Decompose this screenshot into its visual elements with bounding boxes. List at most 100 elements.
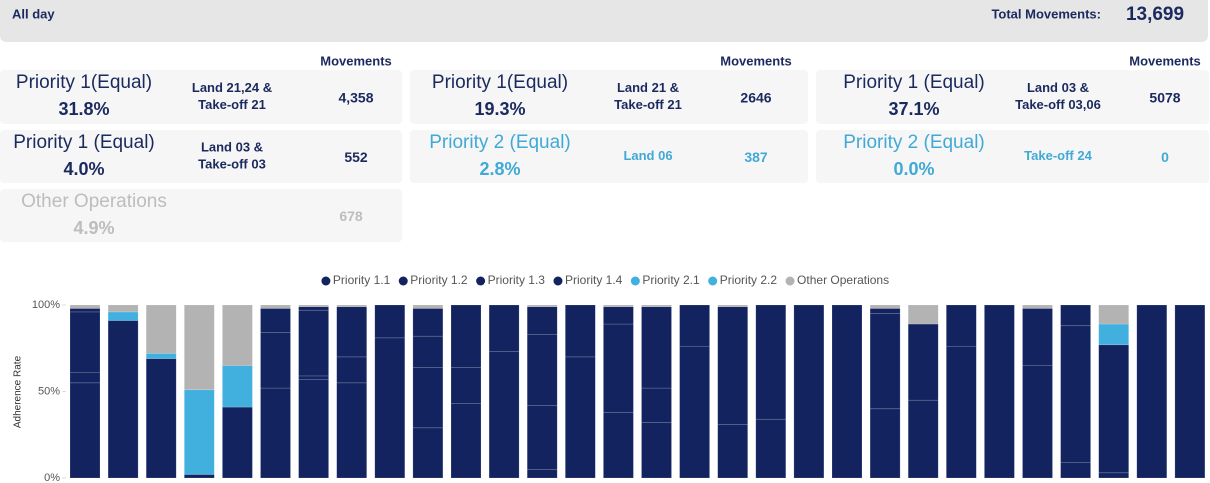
bar-segment <box>984 304 1015 479</box>
header-bar <box>0 0 1208 42</box>
legend-label: Priority 1.3 <box>488 273 546 287</box>
bar-segment <box>69 308 101 313</box>
card-name: Other Operations <box>21 191 167 212</box>
card-operation: Take-off 24 <box>1024 148 1092 163</box>
card <box>0 130 402 183</box>
card-name: Priority 2 (Equal) <box>843 132 985 153</box>
card-name: Priority 1 (Equal) <box>843 72 985 93</box>
bar-segment <box>1022 365 1053 479</box>
legend-swatch <box>708 276 718 286</box>
bar-segment <box>488 351 520 479</box>
bar-segment <box>374 337 406 479</box>
bar-segment <box>641 304 672 308</box>
card-operation: Take-off 21 <box>614 97 682 112</box>
bar-segment <box>145 353 177 359</box>
card-operation: Take-off 21 <box>198 97 266 112</box>
bar-segment <box>260 387 291 479</box>
legend-swatch <box>553 276 563 286</box>
bar-segment <box>222 304 253 366</box>
bar-segment <box>107 304 139 313</box>
bar-segment <box>564 356 596 479</box>
bar-segment <box>717 306 749 425</box>
bar-segment <box>298 375 329 380</box>
legend-swatch <box>785 276 795 286</box>
legend-swatch <box>398 276 408 286</box>
card <box>0 70 402 124</box>
bar-segment <box>260 332 291 389</box>
card-movements: 0 <box>1161 149 1169 165</box>
bar-segment <box>1060 325 1091 463</box>
y-tick-label: 50% <box>38 385 60 397</box>
bar-segment <box>298 379 329 479</box>
card-percent: 2.8% <box>479 159 520 179</box>
bar-segment <box>603 304 634 308</box>
bar-segment <box>69 382 101 479</box>
bar-segment <box>298 309 329 377</box>
bar-segment <box>679 304 710 347</box>
bar-segment <box>755 304 787 420</box>
card-movements: 2646 <box>740 90 771 106</box>
bar-segment <box>298 306 329 311</box>
bar-segment <box>450 403 482 479</box>
bar-segment <box>145 358 177 479</box>
card-operation: Land 21 & <box>617 80 679 95</box>
card-operation: Land 03 & <box>1027 80 1089 95</box>
card-operation: Land 21,24 & <box>192 80 272 95</box>
bar-segment <box>336 304 368 308</box>
column-header: Movements <box>1129 53 1201 68</box>
bar-segment <box>603 411 634 479</box>
bar-segment <box>260 308 291 333</box>
bar-segment <box>412 335 444 368</box>
bar-segment <box>412 308 444 337</box>
bar-segment <box>907 399 939 479</box>
bar-segment <box>945 346 977 479</box>
bar-segment <box>641 422 672 479</box>
bar-segment <box>526 469 558 479</box>
bar-segment <box>1174 304 1206 479</box>
bar-segment <box>526 304 558 308</box>
bar-segment <box>107 320 139 479</box>
bar-segment <box>526 306 558 335</box>
bar-segment <box>412 427 444 479</box>
total-value: 13,699 <box>1126 4 1184 25</box>
legend-swatch <box>321 276 331 286</box>
card-percent: 19.3% <box>474 99 525 119</box>
legend-label: Priority 2.1 <box>642 273 700 287</box>
card-movements: 5078 <box>1149 90 1180 106</box>
bar-segment <box>107 311 139 321</box>
bar-segment <box>1098 323 1129 346</box>
card-movements: 4,358 <box>338 90 373 106</box>
bar-segment <box>336 356 368 384</box>
bar-segment <box>69 304 101 309</box>
column-header: Movements <box>720 53 792 68</box>
bar-segment <box>717 304 749 308</box>
card-operation: Take-off 03 <box>198 156 266 171</box>
legend-label: Other Operations <box>797 273 889 287</box>
bar-segment <box>869 313 901 410</box>
card <box>0 189 402 242</box>
card <box>410 70 808 124</box>
card-operation: Take-off 03,06 <box>1015 97 1101 112</box>
bar-segment <box>184 304 215 391</box>
bar-segment <box>1060 304 1091 327</box>
bar-segment <box>222 406 253 479</box>
column-header: Movements <box>320 53 392 68</box>
bar-segment <box>603 306 634 325</box>
bar-segment <box>222 365 253 408</box>
bar-segment <box>603 323 634 413</box>
bar-segment <box>488 304 520 353</box>
legend: Priority 1.1 Priority 1.2 Priority 1.3 Prio… <box>321 273 889 287</box>
card-movements: 387 <box>744 149 768 165</box>
bar-segment <box>1060 462 1091 479</box>
card-name: Priority 1(Equal) <box>16 72 152 93</box>
bar-segment <box>184 474 215 479</box>
y-axis-label: Adherence Rate <box>13 355 24 428</box>
card-name: Priority 2 (Equal) <box>429 132 571 153</box>
bar-segment <box>526 334 558 406</box>
bar-segment <box>336 382 368 479</box>
card-name: Priority 1(Equal) <box>432 72 568 93</box>
bar-segment <box>641 387 672 423</box>
card-name: Priority 1 (Equal) <box>13 132 155 153</box>
bar-segment <box>793 304 825 479</box>
